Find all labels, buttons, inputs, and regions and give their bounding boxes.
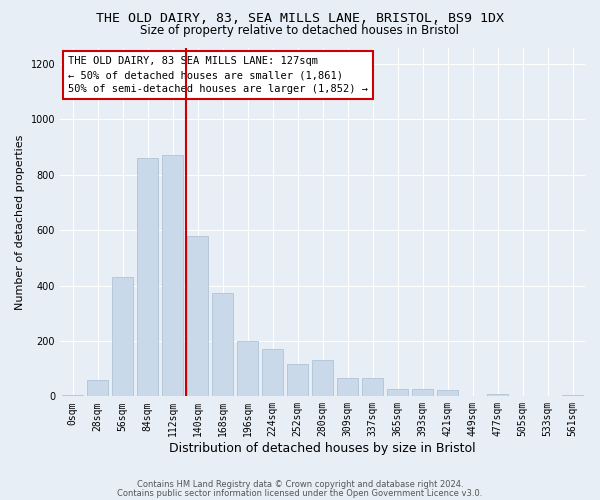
Bar	[387, 388, 408, 396]
Text: THE OLD DAIRY, 83 SEA MILLS LANE: 127sqm
← 50% of detached houses are smaller (1: THE OLD DAIRY, 83 SEA MILLS LANE: 127sqm…	[68, 56, 368, 94]
X-axis label: Distribution of detached houses by size in Bristol: Distribution of detached houses by size …	[169, 442, 476, 455]
Bar	[487, 394, 508, 396]
Bar	[137, 158, 158, 396]
Bar	[337, 378, 358, 396]
Text: THE OLD DAIRY, 83, SEA MILLS LANE, BRISTOL, BS9 1DX: THE OLD DAIRY, 83, SEA MILLS LANE, BRIST…	[96, 12, 504, 26]
Text: Contains public sector information licensed under the Open Government Licence v3: Contains public sector information licen…	[118, 488, 482, 498]
Text: Contains HM Land Registry data © Crown copyright and database right 2024.: Contains HM Land Registry data © Crown c…	[137, 480, 463, 489]
Bar	[562, 395, 583, 396]
Bar	[362, 378, 383, 396]
Bar	[62, 395, 83, 396]
Bar	[112, 278, 133, 396]
Bar	[212, 292, 233, 397]
Bar	[412, 388, 433, 396]
Bar	[312, 360, 333, 396]
Bar	[287, 364, 308, 396]
Bar	[237, 341, 258, 396]
Bar	[262, 350, 283, 397]
Y-axis label: Number of detached properties: Number of detached properties	[15, 134, 25, 310]
Bar	[162, 156, 183, 396]
Text: Size of property relative to detached houses in Bristol: Size of property relative to detached ho…	[140, 24, 460, 37]
Bar	[187, 236, 208, 396]
Bar	[437, 390, 458, 396]
Bar	[87, 380, 108, 396]
